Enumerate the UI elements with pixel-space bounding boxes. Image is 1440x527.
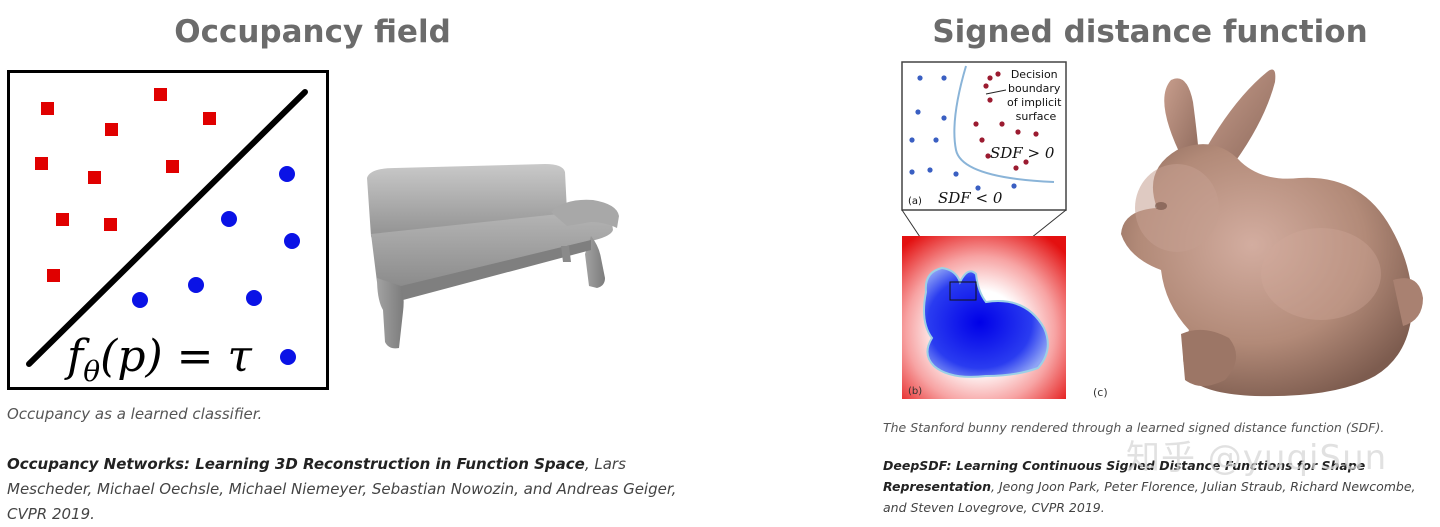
sdf-caption: The Stanford bunny rendered through a le… — [883, 420, 1385, 435]
sdf-positive-label: SDF > 0 — [990, 144, 1055, 162]
sdf-negative-points — [909, 75, 1017, 191]
occupancy-reference-authors: , Lars Mescheder, Michael Oechsle, Micha… — [7, 455, 677, 523]
sdf-reference: DeepSDF: Learning Continuous Signed Dist… — [883, 455, 1435, 518]
stanford-bunny-render: (c) — [1093, 69, 1423, 399]
occupancy-reference: Occupancy Networks: Learning 3D Reconstr… — [7, 452, 707, 527]
sdf-reference-authors: , Jeong Joon Park, Peter Florence, Julia… — [883, 479, 1416, 515]
sdf-negative-label: SDF < 0 — [938, 189, 1003, 207]
sdf-legend-text: Decision boundary of implicit surface — [1007, 68, 1065, 123]
occupancy-equation: fθ(p) = τ — [64, 331, 252, 388]
decision-boundary-line — [26, 89, 308, 367]
occupancy-caption: Occupancy as a learned classifier. — [7, 405, 263, 423]
occupancy-classifier-diagram: fθ(p) = τ — [7, 70, 329, 390]
sdf-panel-a-label: (a) — [908, 196, 922, 207]
occupancy-title: Occupancy field — [174, 14, 451, 50]
free-points — [132, 166, 300, 365]
sdf-title: Signed distance function — [932, 14, 1368, 50]
occupied-points — [35, 88, 216, 282]
sdf-panel-c-label: (c) — [1093, 386, 1108, 399]
bench-3d-render — [367, 164, 619, 349]
sdf-panel-b-label: (b) — [908, 386, 922, 397]
sdf-inset-diagram: Decision boundary of implicit surface SD… — [901, 61, 1067, 399]
occupancy-reference-title: Occupancy Networks: Learning 3D Reconstr… — [7, 455, 585, 473]
zhihu-watermark: 知乎 @yuqiSun — [1126, 438, 1388, 478]
sdf-positive-points — [973, 71, 1039, 171]
sdf-reference-title: DeepSDF: Learning Continuous Signed Dist… — [883, 458, 1366, 494]
